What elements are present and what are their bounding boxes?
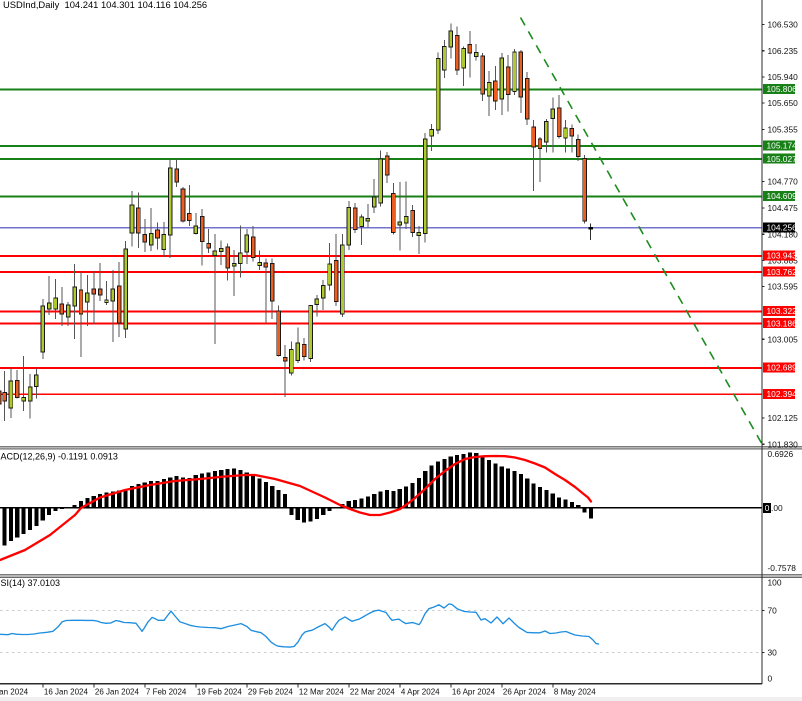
- svg-text:105.650: 105.650: [768, 98, 799, 108]
- svg-text:103.005: 103.005: [768, 334, 799, 344]
- svg-text:USDInd,Daily 104.241 104.301: USDInd,Daily 104.241 104.301 104.116 104…: [3, 0, 207, 10]
- svg-text:106.235: 106.235: [768, 46, 799, 56]
- svg-text:19 Feb 2024: 19 Feb 2024: [197, 688, 242, 697]
- svg-text:104.609: 104.609: [767, 191, 798, 201]
- svg-text:26 Apr 2024: 26 Apr 2024: [503, 688, 547, 697]
- svg-text:0: 0: [765, 503, 770, 513]
- svg-text:105.027: 105.027: [767, 154, 798, 164]
- svg-text:8 May 2024: 8 May 2024: [554, 688, 596, 697]
- svg-text:0: 0: [768, 674, 773, 684]
- svg-text:-0.7578: -0.7578: [768, 563, 797, 573]
- svg-text:30: 30: [768, 647, 778, 657]
- svg-text:102.689: 102.689: [767, 363, 798, 373]
- svg-text:4 Apr 2024: 4 Apr 2024: [401, 688, 440, 697]
- svg-text:103.762: 103.762: [767, 267, 798, 277]
- svg-text:RSI(14) 37.0103: RSI(14) 37.0103: [0, 578, 60, 588]
- svg-text:104.475: 104.475: [768, 203, 799, 213]
- svg-text:.00: .00: [771, 503, 783, 513]
- svg-text:16 Apr 2024: 16 Apr 2024: [452, 688, 496, 697]
- svg-text:100: 100: [768, 577, 782, 587]
- svg-text:103.885: 103.885: [768, 256, 799, 266]
- svg-text:0.6926: 0.6926: [768, 449, 794, 459]
- svg-text:26 Jan 2024: 26 Jan 2024: [95, 688, 140, 697]
- svg-text:103.186: 103.186: [767, 318, 798, 328]
- svg-text:22 Mar 2024: 22 Mar 2024: [350, 688, 395, 697]
- svg-text:29 Feb 2024: 29 Feb 2024: [248, 688, 293, 697]
- svg-text:MACD(12,26,9) -0.1191 0.0913: MACD(12,26,9) -0.1191 0.0913: [0, 452, 118, 462]
- svg-text:105.806: 105.806: [767, 84, 798, 94]
- svg-text:7 Feb 2024: 7 Feb 2024: [146, 688, 187, 697]
- svg-text:104.256: 104.256: [767, 223, 798, 233]
- svg-text:102.125: 102.125: [768, 413, 799, 423]
- svg-text:4 Jan 2024: 4 Jan 2024: [0, 688, 29, 697]
- svg-text:105.940: 105.940: [768, 72, 799, 82]
- svg-text:106.530: 106.530: [768, 19, 799, 29]
- svg-text:102.394: 102.394: [767, 389, 798, 399]
- svg-text:103.595: 103.595: [768, 282, 799, 292]
- svg-text:16 Jan 2024: 16 Jan 2024: [44, 688, 89, 697]
- svg-text:105.174: 105.174: [767, 141, 798, 151]
- svg-text:104.770: 104.770: [768, 177, 799, 187]
- svg-text:70: 70: [768, 606, 778, 616]
- svg-text:12 Mar 2024: 12 Mar 2024: [299, 688, 344, 697]
- svg-text:103.322: 103.322: [767, 306, 798, 316]
- svg-text:105.355: 105.355: [768, 124, 799, 134]
- svg-text:101.830: 101.830: [768, 439, 799, 449]
- svg-text:104.180: 104.180: [768, 229, 799, 239]
- svg-text:103.943: 103.943: [767, 251, 798, 261]
